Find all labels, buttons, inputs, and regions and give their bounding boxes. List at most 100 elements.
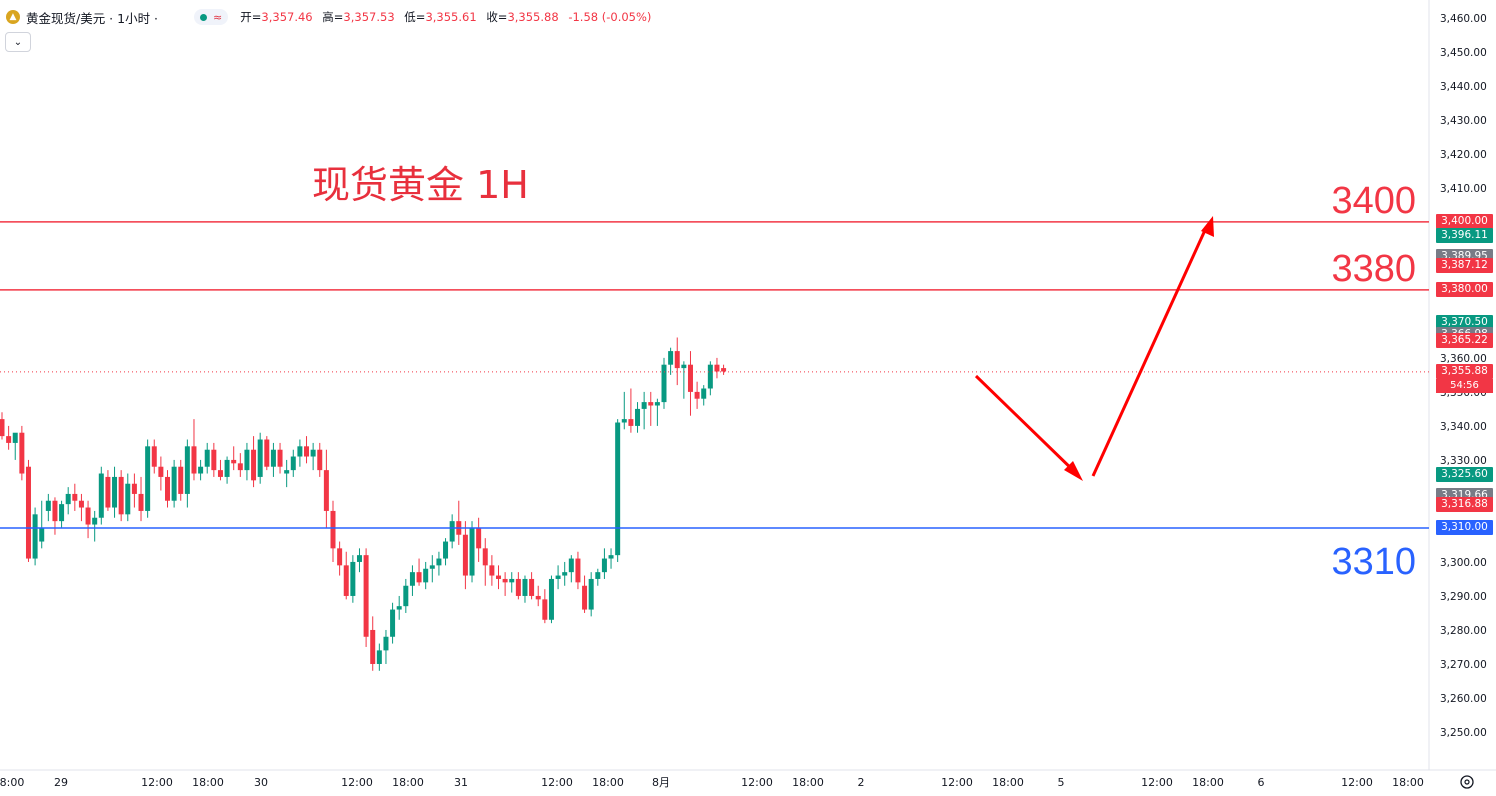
level-label-3310: 3310 <box>1331 541 1416 583</box>
candle <box>297 439 303 467</box>
candle-body <box>423 568 429 583</box>
candle <box>138 476 144 522</box>
candle <box>661 357 667 409</box>
candle <box>231 446 237 471</box>
candle-body <box>535 595 541 600</box>
candle <box>370 616 376 671</box>
high-value: 3,357.53 <box>343 10 395 24</box>
candle <box>317 442 323 477</box>
candle-body <box>131 483 137 494</box>
forecast-arrow-down-head <box>1064 461 1083 481</box>
candle <box>575 551 581 590</box>
candle-body <box>171 466 177 501</box>
candle <box>707 361 713 396</box>
candle-body <box>449 521 455 542</box>
candle-body <box>184 446 190 494</box>
candle <box>191 419 197 481</box>
candle-body <box>721 368 727 372</box>
candle-body <box>568 558 574 573</box>
x-tick-label: 5 <box>1058 776 1065 789</box>
price-tag-t3316: 3,316.88 <box>1436 497 1493 513</box>
candle <box>337 541 343 576</box>
candle-body <box>575 558 581 583</box>
candle <box>6 425 12 450</box>
candle-body <box>304 446 310 457</box>
countdown-label: 54:56 <box>1436 378 1493 393</box>
candle <box>165 470 170 508</box>
candle-body <box>390 609 396 637</box>
candle-body <box>515 578 521 596</box>
candle <box>482 538 488 586</box>
candle-body <box>191 446 197 474</box>
indicator-pill[interactable]: ≈ <box>194 9 229 25</box>
candle-body <box>237 463 243 471</box>
x-tick-label: 18:00 <box>1392 776 1424 789</box>
x-tick-label: 8:00 <box>0 776 24 789</box>
candle-body <box>32 514 38 559</box>
candle-body <box>297 446 303 457</box>
candle <box>145 439 151 518</box>
candle-body <box>78 500 84 508</box>
candle <box>171 459 177 508</box>
forecast-arrow-down <box>974 374 1080 477</box>
low-value: 3,355.61 <box>425 10 477 24</box>
x-tick-label: 12:00 <box>541 776 573 789</box>
candle-body <box>85 507 91 525</box>
collapse-button[interactable]: ⌄ <box>5 32 31 52</box>
candle <box>456 500 462 545</box>
candle-body <box>562 572 568 576</box>
candle-body <box>403 585 409 607</box>
candle-body <box>105 476 111 508</box>
price-tag-t3387: 3,387.12 <box>1436 258 1493 274</box>
candle <box>270 442 276 477</box>
x-tick-label: 6 <box>1258 776 1265 789</box>
candle <box>52 497 58 535</box>
candle <box>635 402 641 433</box>
forecast-arrow-up <box>1091 227 1208 477</box>
symbol-title[interactable]: 黄金现货/美元 · 1小时 · <box>26 10 159 26</box>
candle-body <box>356 555 362 562</box>
candle-body <box>628 419 634 426</box>
y-tick-label: 3,330.00 <box>1440 455 1487 467</box>
candle-body <box>674 351 680 369</box>
candle-body <box>476 527 482 549</box>
chevron-down-icon: ⌄ <box>13 36 23 48</box>
candle <box>628 388 634 433</box>
candle <box>449 514 455 549</box>
candle <box>496 565 501 590</box>
candle-body <box>509 578 515 583</box>
candle-body <box>548 578 554 620</box>
candle <box>582 575 588 613</box>
candle <box>12 432 18 460</box>
candle-body <box>165 476 170 501</box>
price-tag-t3365: 3,365.22 <box>1436 332 1493 348</box>
candle-body <box>370 629 376 664</box>
candle <box>39 500 45 549</box>
candle-body <box>376 650 382 664</box>
candle <box>542 589 548 624</box>
candle <box>45 493 51 522</box>
settings-gear-icon <box>1460 775 1474 789</box>
price-tag-t3400: 3,400.00 <box>1436 214 1493 230</box>
candle <box>25 459 31 562</box>
x-tick-label: 18:00 <box>392 776 424 789</box>
candle <box>151 439 157 474</box>
candle-body <box>707 364 713 389</box>
candle <box>184 439 190 508</box>
candle <box>529 572 535 600</box>
candle-body <box>668 351 674 365</box>
y-tick-label: 3,290.00 <box>1440 591 1487 603</box>
candle-body <box>211 449 217 471</box>
price-tag-t3325: 3,325.60 <box>1436 467 1493 483</box>
candle <box>601 548 607 579</box>
candle-body <box>416 572 422 583</box>
candle-body <box>681 364 687 369</box>
candle-body <box>337 548 343 566</box>
candle-body <box>661 364 667 403</box>
candle <box>304 436 310 464</box>
candle <box>489 555 495 586</box>
candle-body <box>98 473 104 518</box>
candle <box>78 493 84 522</box>
candle <box>131 473 137 508</box>
